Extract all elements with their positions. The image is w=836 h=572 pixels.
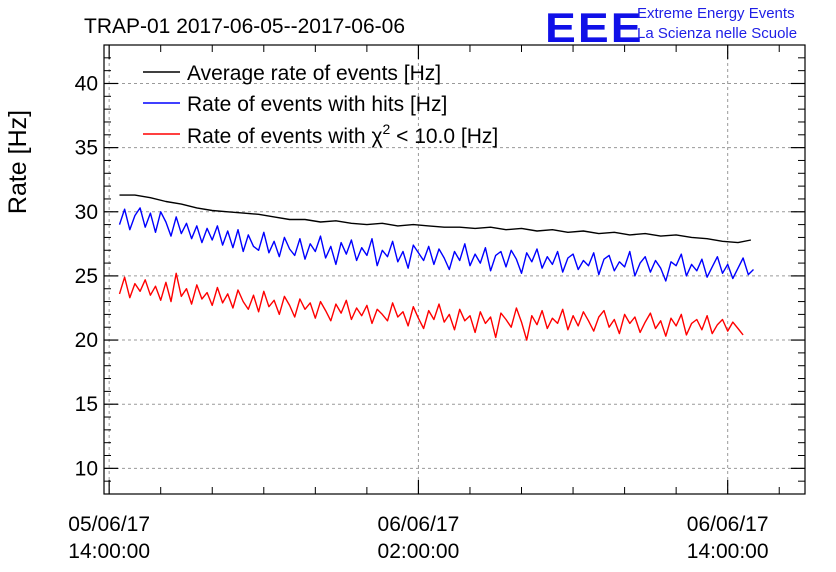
series-rate-with-hits	[118, 207, 754, 282]
series-layer	[118, 194, 754, 341]
x-tick-time: 02:00:00	[378, 540, 460, 563]
grid-lines	[104, 45, 805, 494]
chart-title: TRAP-01 2017-06-05--2017-06-06	[84, 15, 405, 38]
legend-label-chi2: Rate of events with χ2 < 10.0 [Hz]	[187, 121, 498, 148]
y-tick-label: 35	[75, 137, 98, 160]
x-axis: 05/06/17 14:00:00 06/06/17 02:00:00 06/06/17…	[68, 45, 780, 563]
x-tick-date: 05/06/17	[68, 513, 150, 536]
y-tick-label: 10	[75, 457, 98, 480]
legend: Average rate of events [Hz] Rate of even…	[143, 62, 498, 148]
y-tick-label: 30	[75, 201, 98, 224]
x-tick-time: 14:00:00	[68, 540, 150, 563]
series-average-rate	[119, 194, 752, 244]
y-tick-label: 15	[75, 393, 98, 416]
legend-chi2-sup: 2	[382, 121, 390, 137]
legend-chi2-symbol: χ	[371, 125, 382, 148]
x-tick-time: 14:00:00	[687, 540, 769, 563]
legend-label-hits: Rate of events with hits [Hz]	[187, 93, 447, 116]
y-tick-label: 20	[75, 329, 98, 352]
eee-logo-mark: EEE	[545, 5, 644, 51]
y-tick-label: 40	[75, 72, 98, 95]
series-rate-chi2	[118, 272, 744, 341]
legend-chi2-prefix: Rate of events with	[187, 125, 371, 148]
x-tick-date: 06/06/17	[378, 513, 460, 536]
y-axis: 10 15 20 25 30 35 40	[75, 44, 805, 495]
eee-logo: EEE Extreme Energy Events La Scienza nel…	[545, 5, 797, 51]
y-tick-label: 25	[75, 265, 98, 288]
legend-label-average: Average rate of events [Hz]	[187, 62, 441, 85]
eee-logo-line2: La Scienza nelle Scuole	[637, 25, 797, 42]
y-axis-label: Rate [Hz]	[4, 110, 32, 214]
plot-frame	[103, 44, 806, 495]
x-tick-date: 06/06/17	[687, 513, 769, 536]
legend-chi2-suffix: < 10.0 [Hz]	[390, 125, 498, 148]
eee-logo-line1: Extreme Energy Events	[637, 5, 795, 22]
